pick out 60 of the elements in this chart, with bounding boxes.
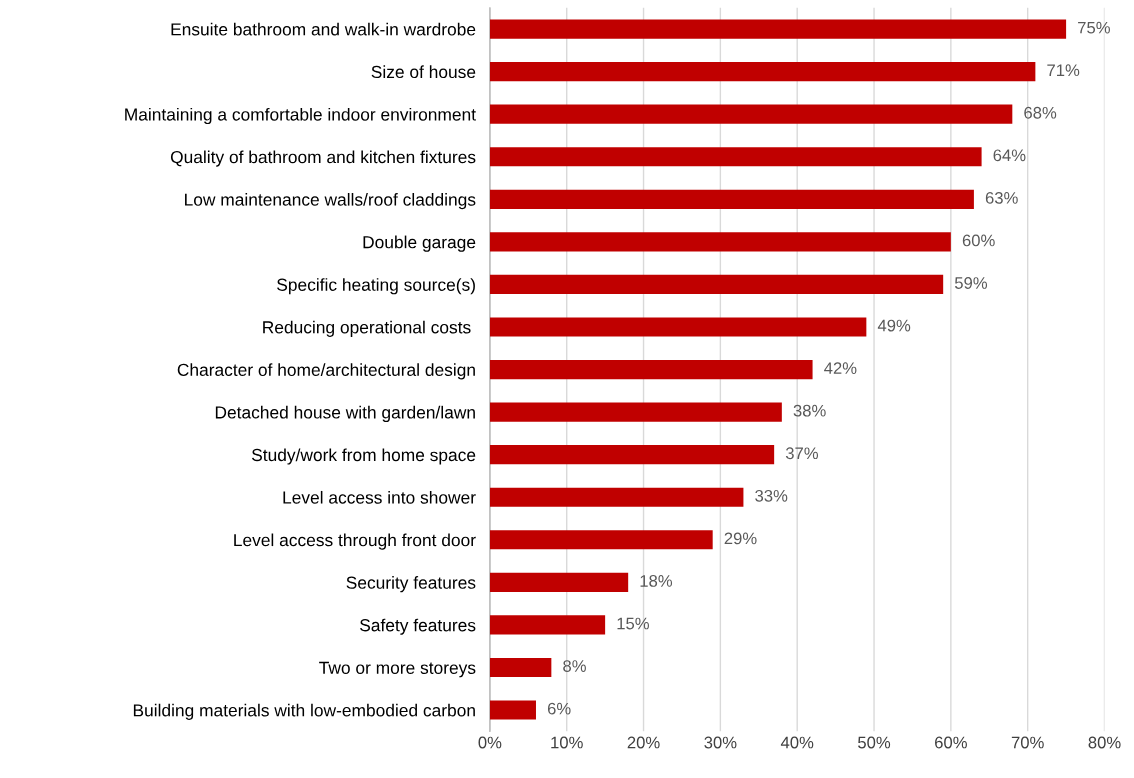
data-label: 8% xyxy=(563,660,586,672)
bar xyxy=(489,317,867,337)
y-tick-label: Security features xyxy=(346,576,476,593)
y-tick-label: Low maintenance walls/roof claddings xyxy=(185,193,476,210)
data-label: 68% xyxy=(1024,106,1057,119)
bar xyxy=(489,147,982,167)
y-tick-label: Reducing operational costs xyxy=(263,320,471,337)
data-label: 37% xyxy=(785,447,819,460)
y-tick-label: Study/work from home space xyxy=(251,448,476,465)
data-label: 38% xyxy=(793,404,826,417)
data-label: 75% xyxy=(1078,21,1110,34)
bar xyxy=(489,232,951,252)
bar xyxy=(489,700,536,720)
bar xyxy=(489,572,629,592)
y-tick-label: Double garage xyxy=(363,235,476,252)
y-tick-label: Quality of bathroom and kitchen fixtures xyxy=(170,150,476,167)
bar xyxy=(489,445,775,465)
data-label: 29% xyxy=(724,532,757,545)
bar xyxy=(489,274,944,294)
x-tick-label: 60% xyxy=(935,736,967,749)
bar xyxy=(489,62,1036,82)
data-label: 71% xyxy=(1047,64,1080,77)
y-tick-label: Building materials with low-embodied carbon xyxy=(133,703,475,720)
data-label: 59% xyxy=(954,277,988,289)
bar xyxy=(489,402,782,422)
y-tick-label: Maintaining a comfortable indoor environment xyxy=(125,107,476,125)
x-tick-label: 30% xyxy=(704,736,737,749)
y-tick-label: Safety features xyxy=(360,618,476,635)
data-label: 60% xyxy=(962,234,995,247)
y-tick-label: Level access through front door xyxy=(234,533,476,550)
y-tick-label: Character of home/architectural design xyxy=(177,363,475,380)
data-label: 42% xyxy=(824,362,857,374)
y-tick-label: Two or more storeys xyxy=(319,661,476,678)
data-label: 64% xyxy=(993,149,1026,162)
bar xyxy=(489,657,552,678)
data-label: 49% xyxy=(877,319,911,332)
y-tick-label: Specific heating source(s) xyxy=(277,278,475,295)
data-label: 15% xyxy=(617,617,650,630)
y-tick-label: Detached house with garden/lawn xyxy=(215,405,475,422)
bar xyxy=(489,19,1067,39)
data-label: 6% xyxy=(547,702,571,715)
y-tick-label: Level access into shower xyxy=(283,490,476,504)
data-label: 33% xyxy=(755,489,788,502)
bar xyxy=(489,487,744,507)
bar xyxy=(489,104,1013,124)
x-tick-label: 80% xyxy=(1088,736,1121,749)
x-tick-label: 70% xyxy=(1011,736,1044,749)
bar xyxy=(489,359,813,380)
data-label: 18% xyxy=(640,575,673,587)
x-tick-label: 50% xyxy=(858,736,891,749)
y-tick-label: Size of house xyxy=(371,65,476,79)
bar xyxy=(489,615,606,635)
x-tick-label: 40% xyxy=(780,736,814,749)
data-label: 63% xyxy=(985,191,1018,204)
bar xyxy=(489,530,713,550)
x-tick-label: 10% xyxy=(551,736,583,749)
bar xyxy=(489,189,974,209)
y-tick-label: Ensuite bathroom and walk-in wardrobe xyxy=(171,22,476,36)
x-tick-label: 0% xyxy=(478,736,502,749)
x-tick-label: 20% xyxy=(627,736,660,749)
